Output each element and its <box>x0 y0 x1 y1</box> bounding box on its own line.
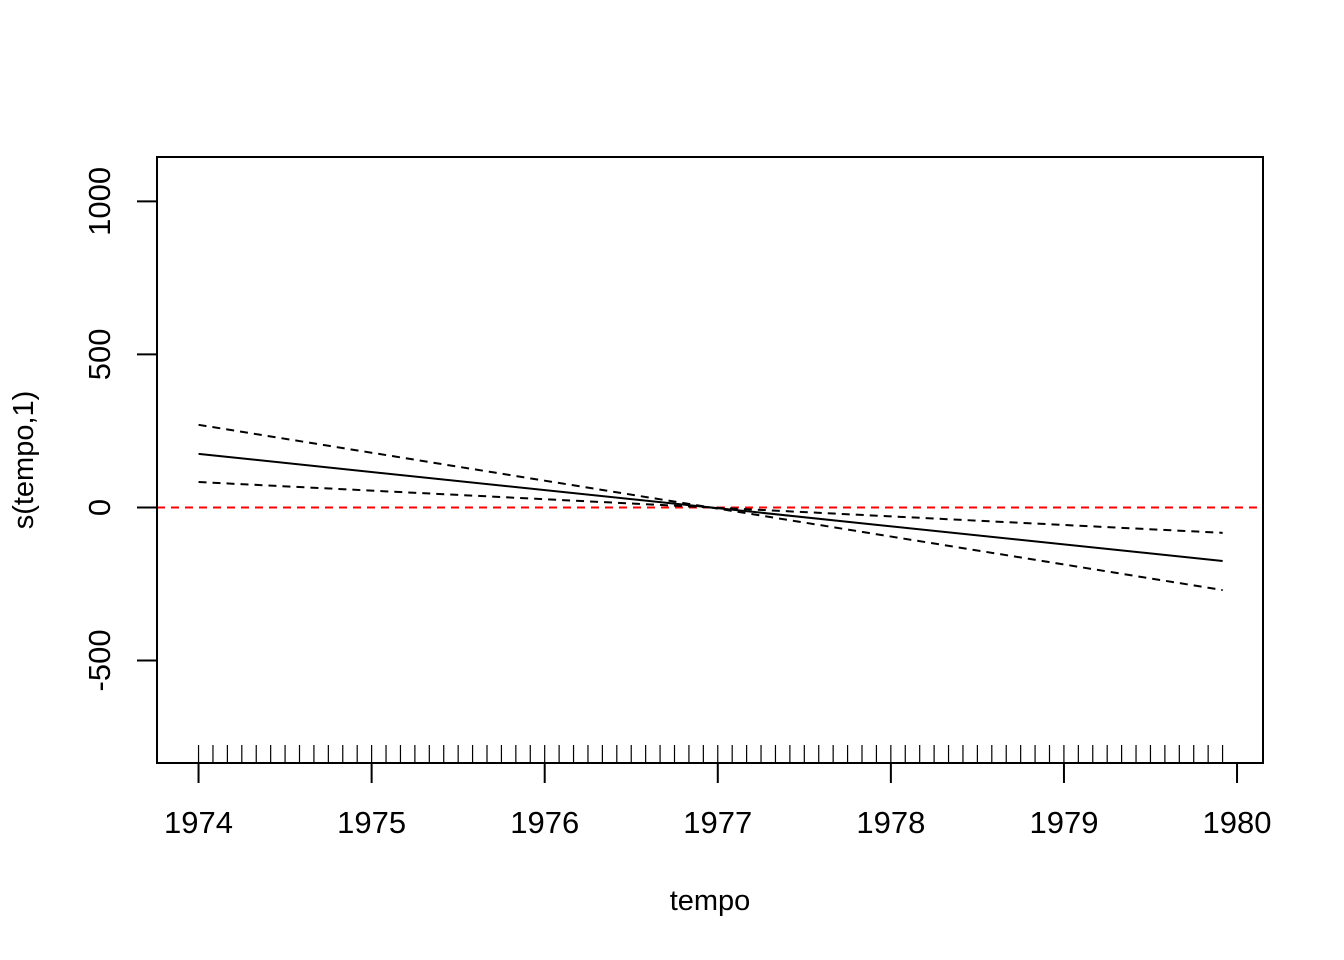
y-axis-title: s(tempo,1) <box>8 391 40 530</box>
lower-confidence-line <box>198 481 1223 534</box>
x-tick-label: 1979 <box>1029 805 1098 840</box>
x-tick-label: 1980 <box>1203 805 1272 840</box>
series-group <box>157 423 1263 592</box>
x-tick-label: 1976 <box>510 805 579 840</box>
y-tick-label: 500 <box>82 329 117 381</box>
x-tick-label: 1978 <box>856 805 925 840</box>
upper-confidence-line <box>198 423 1223 592</box>
x-tick-label: 1975 <box>337 805 406 840</box>
x-axis: 1974 1975 1976 1977 1978 1979 1980 <box>164 762 1272 840</box>
y-tick-label: 1000 <box>82 167 117 236</box>
x-tick-label: 1974 <box>164 805 233 840</box>
y-axis: -500 0 500 1000 <box>82 167 158 691</box>
rug-marks <box>197 745 1224 763</box>
y-tick-label: -500 <box>82 629 117 691</box>
x-axis-title: tempo <box>670 885 751 917</box>
y-tick-label: 0 <box>82 499 117 516</box>
x-tick-label: 1977 <box>683 805 752 840</box>
plot-frame <box>156 156 1264 764</box>
